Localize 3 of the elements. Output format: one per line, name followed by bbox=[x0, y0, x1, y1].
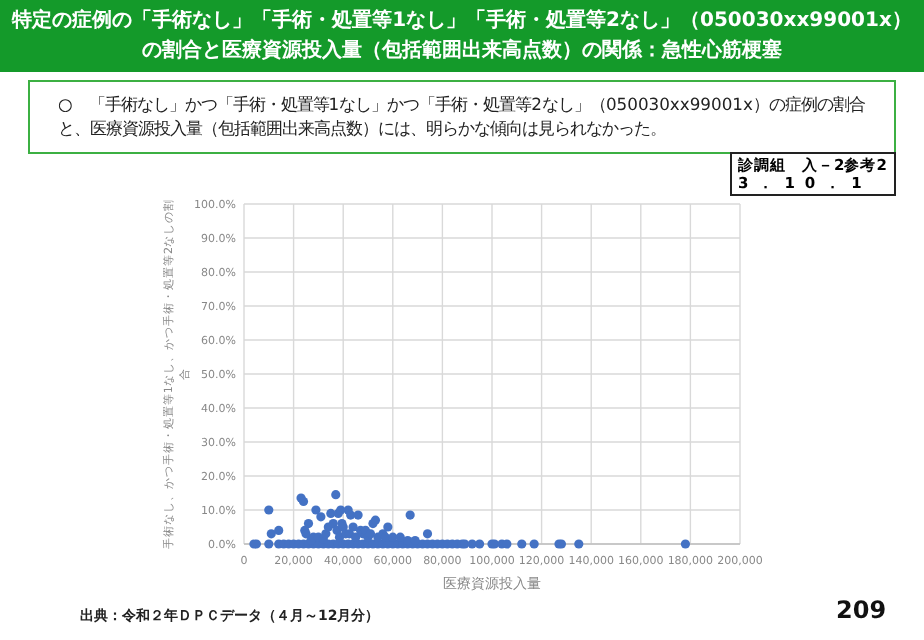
text: 209 bbox=[836, 596, 887, 624]
chart-title: 特定の症例の「手術なし」「手術・処置等1なし」「手術・処置等2なし」（050030xx99001x）の割合と医療資源投入量（包括範囲出来高点数）の関係：急性心筋梗塞 bbox=[0, 0, 924, 72]
text: ○ 「手術なし」かつ「手術・処置等1なし」かつ「手術・処置等2なし」（050030xx99001x）の症例の割合と、医療資源投入量（包括範囲出来高点数）には、明らかな傾向は見られなかった。 bbox=[28, 80, 896, 154]
